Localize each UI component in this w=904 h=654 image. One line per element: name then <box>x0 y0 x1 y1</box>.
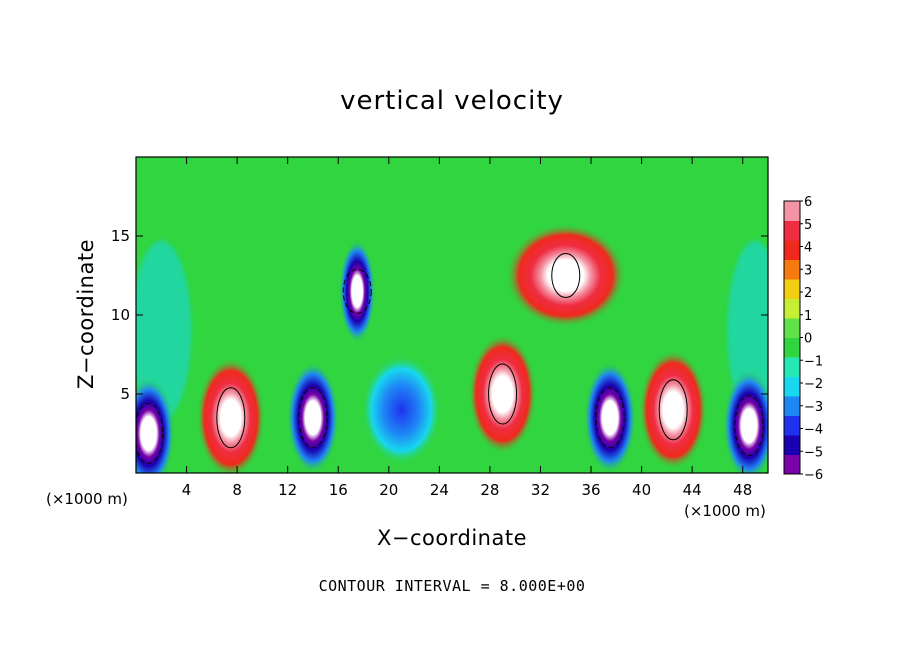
colorbar-swatch <box>784 376 800 397</box>
contour-line-3 <box>342 268 372 314</box>
colorbar-tick-label: −5 <box>804 445 823 460</box>
heatmap-cell-9 <box>723 369 768 473</box>
x-tick-label: 48 <box>733 481 752 499</box>
colorbar-tick-label: −4 <box>804 423 823 438</box>
x-tick-label: 12 <box>278 481 297 499</box>
x-tick-label: 24 <box>430 481 449 499</box>
x-tick-label: 36 <box>581 481 600 499</box>
colorbar-tick-label: 1 <box>804 309 812 324</box>
x-tick-label: 28 <box>480 481 499 499</box>
x-unit-label-right: (×1000 m) <box>684 502 766 520</box>
colorbar-tick-label: 6 <box>804 195 812 210</box>
colorbar-tick-label: 0 <box>804 332 812 347</box>
colorbar-swatch <box>784 454 800 475</box>
y-tick-label: 15 <box>111 227 130 245</box>
x-tick-label: 44 <box>683 481 702 499</box>
contour-line-0 <box>136 403 164 464</box>
x-tick-label: 40 <box>632 481 651 499</box>
colorbar-swatch <box>784 201 800 221</box>
x-tick-label: 8 <box>232 481 242 499</box>
x-axis-label: X−coordinate <box>377 526 527 550</box>
colorbar-tick-label: 2 <box>804 286 812 301</box>
heatmap-band-left <box>136 240 192 421</box>
contour-line-9 <box>734 395 764 457</box>
contour-line-7 <box>595 387 625 449</box>
y-tick-label: 10 <box>111 306 130 324</box>
chart-title: vertical velocity <box>340 86 564 116</box>
heatmap-cell-4 <box>361 354 442 465</box>
y-tick-label: 5 <box>120 385 130 403</box>
colorbar-tick-label: 3 <box>804 263 812 278</box>
colorbar-swatch <box>784 298 800 319</box>
colorbar-tick-label: −3 <box>804 400 823 415</box>
contour-line-5 <box>488 363 518 425</box>
colorbar-swatch <box>784 396 800 416</box>
colorbar-swatch <box>784 220 800 241</box>
x-tick-label: 20 <box>379 481 398 499</box>
heatmap-cell-7 <box>584 361 636 473</box>
colorbar-tick-label: −2 <box>804 377 823 392</box>
heatmap-cell-8 <box>639 349 708 470</box>
colorbar-tick-label: −1 <box>804 354 823 369</box>
heatmap-cell-2 <box>286 361 339 473</box>
colorbar-tick-label: 4 <box>804 241 812 256</box>
contour-line-6 <box>551 253 581 298</box>
heatmap-cell-1 <box>196 357 265 473</box>
colorbar-swatch <box>784 435 800 455</box>
heatmap-cell-6 <box>505 223 626 328</box>
y-axis-label: Z−coordinate <box>74 239 98 389</box>
heatmap-cell-3 <box>339 239 376 344</box>
colorbar-swatch <box>784 318 800 338</box>
x-tick-label: 32 <box>531 481 550 499</box>
colorbar-swatch <box>784 279 800 299</box>
colorbar-swatch <box>784 259 800 280</box>
colorbar-swatch <box>784 415 800 436</box>
contour-line-1 <box>216 387 246 449</box>
colorbar-tick-label: −6 <box>804 468 823 483</box>
x-tick-label: 4 <box>182 481 192 499</box>
contour-line-2 <box>298 387 328 449</box>
colorbar-swatch <box>784 357 800 377</box>
contour-interval-note: CONTOUR INTERVAL = 8.000E+00 <box>318 577 586 595</box>
colorbar-swatch <box>784 240 800 260</box>
heatmap-cell-0 <box>136 377 175 473</box>
colorbar-swatch <box>784 337 800 358</box>
colorbar-tick-label: 5 <box>804 218 812 233</box>
contour-line-8 <box>658 379 688 441</box>
x-tick-label: 16 <box>329 481 348 499</box>
heatmap-cell-5 <box>468 334 537 454</box>
x-unit-label: (×1000 m) <box>46 490 128 508</box>
heatmap-field <box>136 157 768 473</box>
